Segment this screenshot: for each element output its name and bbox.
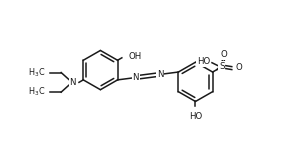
Text: O: O bbox=[236, 63, 243, 72]
Text: HO: HO bbox=[197, 57, 210, 66]
Text: N: N bbox=[69, 78, 76, 87]
Text: N: N bbox=[157, 70, 163, 79]
Text: S: S bbox=[219, 62, 225, 71]
Text: O: O bbox=[221, 50, 227, 59]
Text: N: N bbox=[132, 73, 139, 82]
Text: H$_3$C: H$_3$C bbox=[28, 66, 45, 79]
Text: H$_3$C: H$_3$C bbox=[28, 86, 45, 98]
Text: OH: OH bbox=[129, 52, 142, 61]
Text: HO: HO bbox=[189, 112, 202, 121]
